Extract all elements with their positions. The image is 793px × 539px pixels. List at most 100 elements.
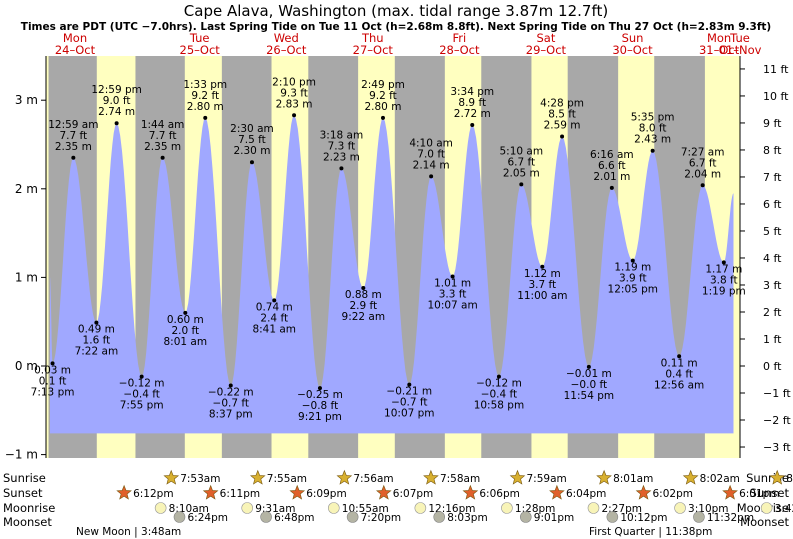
moon-phase-first-quarter: First Quarter | 11:38pm xyxy=(589,526,712,538)
sunrise-icon xyxy=(769,469,786,485)
tide-event-label: 9.0 ft xyxy=(103,95,131,107)
tide-event-label: 2.74 m xyxy=(98,106,135,118)
day-date-label: 27–Oct xyxy=(353,43,394,57)
axes: 3 m 2 m 1 m 0 m −1 m 11 ft 10 ft 9 ft 8 ft 7 ft 6 … xyxy=(5,56,791,462)
tide-point xyxy=(650,148,655,153)
tide-event-label: 1.12 m xyxy=(524,268,561,280)
tide-event-label: 9.3 ft xyxy=(280,87,308,99)
tide-event-label: −0.12 m xyxy=(119,378,165,390)
moonset-icon xyxy=(173,511,186,523)
moonset-icon xyxy=(346,511,359,523)
tide-point xyxy=(50,361,55,366)
moon-phase-new: New Moon | 3:48am xyxy=(76,526,181,538)
sunset-icon xyxy=(462,484,479,500)
tide-event-label: 1:44 am xyxy=(141,119,185,131)
sunset-time: 6:04pm xyxy=(566,488,606,500)
tide-event-label: 9.2 ft xyxy=(191,90,219,102)
sunrise-icon xyxy=(682,469,699,485)
tide-event-label: 7:22 am xyxy=(75,346,119,358)
moonrise-icon xyxy=(414,502,427,514)
tide-point xyxy=(586,364,591,369)
sunrise-time: 7:56am xyxy=(353,473,393,485)
tide-event-label: 1.17 m xyxy=(705,263,742,275)
chart-subtitle: Times are PDT (UTC −7.0hrs). Last Spring… xyxy=(21,21,771,33)
tide-event-label: 10:07 pm xyxy=(384,408,435,420)
sunset-row-label: Sunset xyxy=(3,486,43,500)
sunrise-time: 8:02am xyxy=(700,473,740,485)
tide-curve xyxy=(50,115,734,434)
moonset-icon xyxy=(260,511,272,523)
sunrise-row-label: Sunrise xyxy=(746,471,789,485)
tide-event-label: −0.8 ft xyxy=(302,400,338,412)
tide-event-label: 4:28 pm xyxy=(540,98,584,110)
sunset-time: 6:01pm xyxy=(739,488,779,500)
tide-event-label: 8:41 am xyxy=(252,323,296,335)
day-name-label: Sun xyxy=(622,31,644,45)
tide-point xyxy=(519,182,524,187)
right-tick-label: −3 ft xyxy=(763,441,791,454)
tide-event-label: 2.9 ft xyxy=(349,300,377,312)
tide-event-label: 2.80 m xyxy=(187,101,224,113)
moonset-time: 7:20pm xyxy=(361,512,401,524)
day-name-label: Mon xyxy=(707,31,731,45)
right-tick-label: 3 ft xyxy=(763,279,782,292)
tide-event-label: 2.01 m xyxy=(593,171,630,183)
tide-event-label: 11:00 am xyxy=(517,290,567,302)
tide-event-label: 2.35 m xyxy=(55,141,92,153)
sunset-icon xyxy=(549,484,565,500)
tide-event-label: 1:33 pm xyxy=(183,79,227,91)
sunrise-time: 7:58am xyxy=(440,473,480,485)
tide-event-label: 8:01 am xyxy=(164,336,208,348)
tide-event-label: 0.88 m xyxy=(345,289,382,301)
right-tick-label: 9 ft xyxy=(763,117,782,130)
tide-event-label: 0.11 m xyxy=(661,357,698,369)
moonrise-icon xyxy=(674,502,686,514)
tide-event-label: 8.5 ft xyxy=(548,109,576,121)
tide-event-label: 7:27 am xyxy=(681,146,725,158)
tide-event-label: 7.0 ft xyxy=(417,148,445,160)
tide-event-label: 7.7 ft xyxy=(149,130,177,142)
tide-event-label: 2.80 m xyxy=(364,101,401,113)
right-tick-label: 0 ft xyxy=(763,360,782,373)
sunrise-time: 7:55am xyxy=(267,473,307,485)
sunset-icon xyxy=(722,484,738,500)
sunset-time: 6:09pm xyxy=(306,488,346,500)
day-name-label: Tue xyxy=(729,31,750,45)
tide-event-label: 0.4 ft xyxy=(665,368,693,380)
tide-event-label: −0.21 m xyxy=(386,386,432,398)
tide-event-label: 10:07 am xyxy=(427,300,477,312)
tide-event-label: 0.49 m xyxy=(78,324,115,336)
tide-event-label: −0.12 m xyxy=(476,378,522,390)
tide-point xyxy=(721,260,726,265)
tide-event-label: −0.01 m xyxy=(566,368,612,380)
tide-event-label: 8.9 ft xyxy=(458,97,486,109)
sunset-icon xyxy=(376,484,392,500)
moonset-row-label: Moonset xyxy=(3,515,52,529)
tide-event-label: 2.30 m xyxy=(233,145,270,157)
tide-event-label: −0.0 ft xyxy=(571,379,607,391)
moonset-time: 6:48pm xyxy=(274,512,314,524)
right-tick-label: 1 ft xyxy=(763,333,782,346)
tide-point xyxy=(249,160,254,165)
chart-title: Cape Alava, Washington (max. tidal range… xyxy=(184,2,608,20)
moonset-icon xyxy=(433,511,446,523)
tide-event-label: 6.7 ft xyxy=(507,156,535,168)
tide-event-label: −0.22 m xyxy=(208,386,254,398)
tide-event-label: 1.01 m xyxy=(434,278,471,290)
day-date-label: 25–Oct xyxy=(180,43,221,57)
moonset-time: 8:03pm xyxy=(447,512,487,524)
tide-point xyxy=(407,382,412,387)
tide-event-label: 1.6 ft xyxy=(83,335,111,347)
tide-event-label: 5:10 am xyxy=(500,145,544,157)
tide-event-label: 2.43 m xyxy=(634,134,671,146)
tide-point xyxy=(228,383,233,388)
tide-event-label: 2.04 m xyxy=(684,168,721,180)
tide-event-label: 0.74 m xyxy=(256,301,293,313)
tide-point xyxy=(71,155,76,160)
right-tick-label: 7 ft xyxy=(763,171,782,184)
tide-event-label: 2:10 pm xyxy=(272,76,316,88)
sunset-time: 6:07pm xyxy=(393,488,433,500)
tide-event-label: 9:22 am xyxy=(342,311,386,323)
moonset-time: 10:12pm xyxy=(620,512,667,524)
